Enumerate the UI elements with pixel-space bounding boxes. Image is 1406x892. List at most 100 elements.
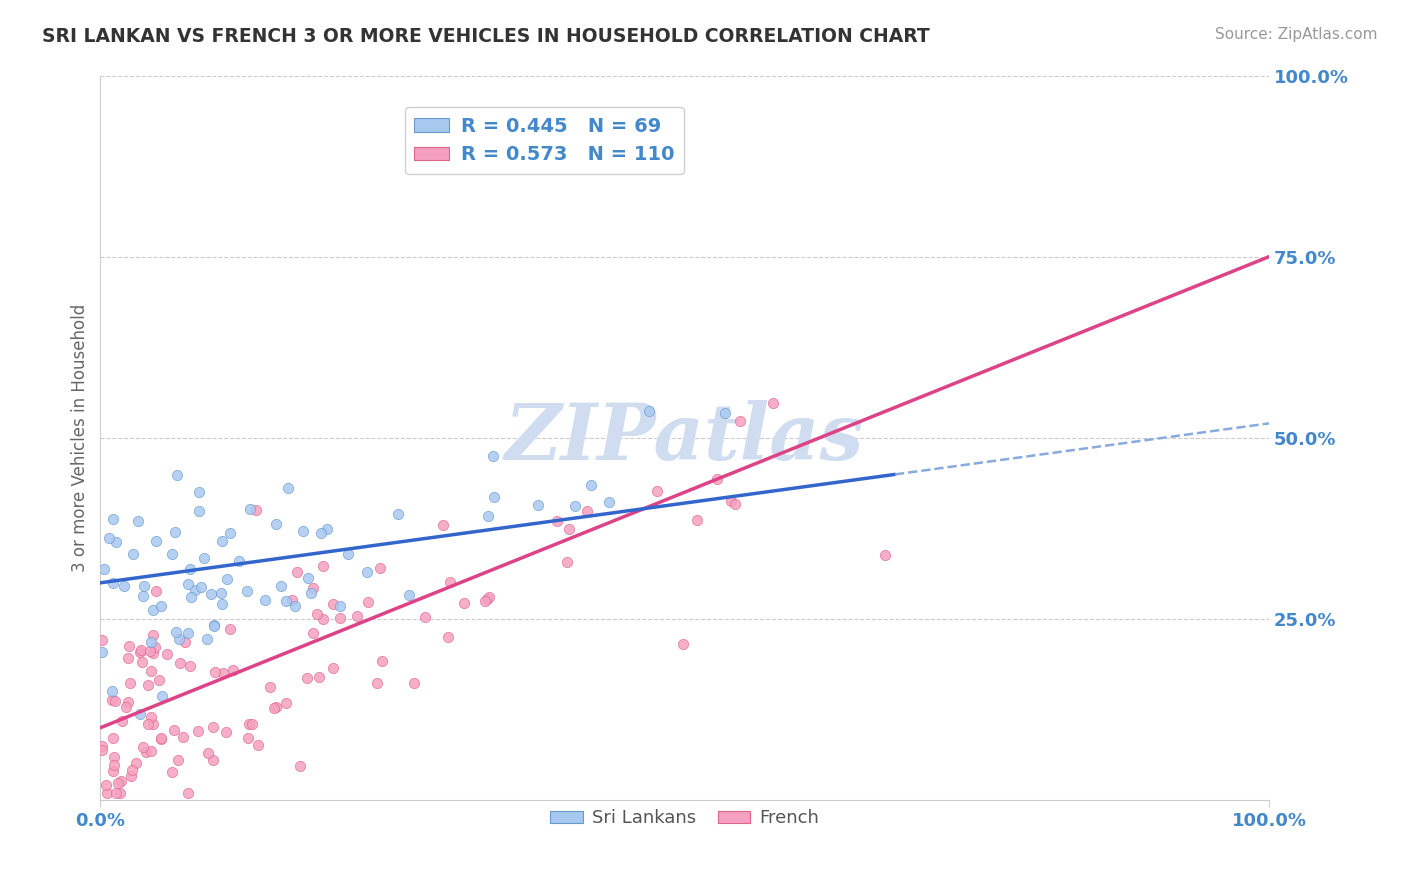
Point — [101, 576, 124, 591]
Point — [202, 617, 225, 632]
Point — [128, 707, 150, 722]
Point — [219, 526, 242, 541]
Point — [193, 551, 215, 566]
Point — [312, 559, 335, 574]
Point — [706, 472, 728, 486]
Point — [142, 602, 165, 616]
Point — [150, 689, 173, 703]
Point — [437, 630, 460, 644]
Point — [316, 522, 339, 536]
Point — [91, 739, 114, 753]
Point — [238, 731, 260, 746]
Point — [356, 595, 378, 609]
Point — [129, 645, 152, 659]
Point — [686, 513, 709, 527]
Point — [108, 786, 131, 800]
Point — [579, 478, 602, 492]
Point — [281, 593, 304, 607]
Point — [398, 588, 420, 602]
Point — [141, 634, 163, 648]
Point — [263, 700, 285, 714]
Point — [356, 566, 378, 580]
Point — [239, 502, 262, 516]
Point — [264, 516, 287, 531]
Point — [111, 714, 134, 728]
Point — [202, 619, 225, 633]
Point — [253, 592, 276, 607]
Point — [302, 581, 325, 595]
Point — [557, 555, 579, 569]
Point — [112, 578, 135, 592]
Point — [117, 651, 139, 665]
Point — [297, 571, 319, 585]
Point — [202, 752, 225, 766]
Point — [117, 695, 139, 709]
Point — [873, 549, 896, 563]
Point — [103, 731, 125, 746]
Point — [209, 586, 232, 600]
Point — [105, 786, 128, 800]
Point — [728, 414, 751, 428]
Point — [103, 749, 125, 764]
Point — [138, 678, 160, 692]
Point — [121, 763, 143, 777]
Point — [576, 504, 599, 518]
Point — [148, 673, 170, 687]
Point — [432, 518, 454, 533]
Point — [179, 658, 201, 673]
Point — [259, 680, 281, 694]
Point — [149, 599, 172, 613]
Point — [177, 577, 200, 591]
Point — [245, 502, 267, 516]
Point — [125, 756, 148, 770]
Point — [387, 507, 409, 521]
Point — [142, 628, 165, 642]
Point — [180, 590, 202, 604]
Point — [139, 664, 162, 678]
Point — [222, 664, 245, 678]
Point — [176, 625, 198, 640]
Point — [204, 665, 226, 680]
Point — [134, 579, 156, 593]
Point — [104, 694, 127, 708]
Point — [122, 547, 145, 561]
Point — [637, 404, 659, 418]
Point — [118, 639, 141, 653]
Point — [564, 499, 586, 513]
Point — [291, 524, 314, 538]
Point — [132, 589, 155, 603]
Point — [105, 535, 128, 549]
Point — [242, 717, 264, 731]
Point — [762, 396, 785, 410]
Point — [546, 514, 568, 528]
Point — [91, 633, 114, 648]
Point — [139, 710, 162, 724]
Point — [100, 684, 122, 698]
Point — [238, 717, 260, 731]
Point — [218, 622, 240, 636]
Point — [215, 725, 238, 739]
Text: ZIPatlas: ZIPatlas — [505, 400, 865, 476]
Point — [96, 778, 118, 792]
Point — [264, 700, 287, 714]
Point — [90, 645, 112, 659]
Point — [311, 526, 333, 541]
Point — [100, 693, 122, 707]
Point — [163, 525, 186, 540]
Point — [118, 676, 141, 690]
Point — [329, 610, 352, 624]
Point — [190, 580, 212, 594]
Point — [150, 731, 173, 746]
Point — [115, 700, 138, 714]
Point — [439, 575, 461, 590]
Point — [197, 746, 219, 760]
Point — [308, 670, 330, 684]
Point — [162, 764, 184, 779]
Point — [671, 637, 693, 651]
Point — [311, 612, 333, 626]
Point — [598, 495, 620, 509]
Point — [368, 560, 391, 574]
Point — [172, 730, 194, 744]
Y-axis label: 3 or more Vehicles in Household: 3 or more Vehicles in Household — [72, 304, 89, 572]
Point — [558, 522, 581, 536]
